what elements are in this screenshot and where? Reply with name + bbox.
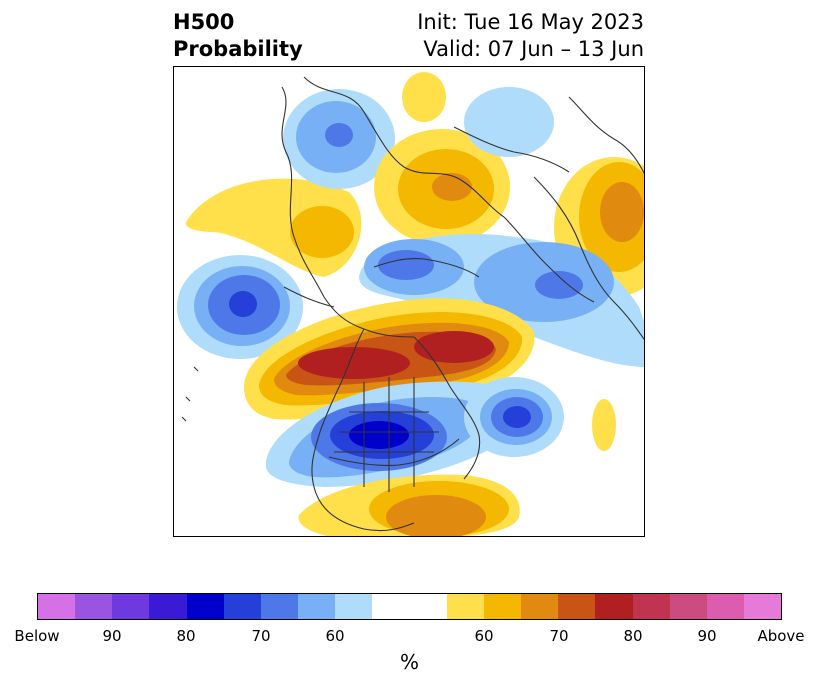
colorbar-segment — [706, 594, 744, 619]
colorbar-segment — [669, 594, 707, 619]
colorbar-segment — [372, 594, 410, 619]
colorbar-tick: 90 — [102, 627, 122, 645]
colorbar-segment — [149, 594, 187, 619]
anomaly-blue-eurasia — [359, 233, 644, 367]
colorbar-segment — [75, 594, 113, 619]
colorbar-unit-label: % — [399, 650, 419, 674]
anomaly-blue-northeast — [464, 87, 554, 157]
colorbar-segment — [558, 594, 596, 619]
colorbar-segment — [186, 594, 224, 619]
colorbar-segment — [223, 594, 261, 619]
colorbar-segment — [38, 594, 76, 619]
colorbar-tick: 60 — [325, 627, 345, 645]
colorbar-segment — [409, 594, 447, 619]
init-date: Init: Tue 16 May 2023 — [417, 10, 644, 34]
colorbar-segment — [521, 594, 559, 619]
map-panel — [173, 66, 645, 537]
colorbar-segment — [632, 594, 670, 619]
probability-map — [174, 72, 644, 536]
colorbar-tick: Above — [757, 627, 805, 645]
colorbar-tick: 70 — [251, 627, 271, 645]
colorbar-tick: 60 — [474, 627, 494, 645]
colorbar-tick: 80 — [623, 627, 643, 645]
valid-range: Valid: 07 Jun – 13 Jun — [423, 37, 644, 61]
colorbar-segment — [335, 594, 373, 619]
forecast-dates: Init: Tue 16 May 2023 Valid: 07 Jun – 13… — [417, 9, 644, 63]
anomaly-yellow-east-small — [592, 399, 616, 451]
colorbar-segment — [743, 594, 782, 619]
colorbar-segment — [112, 594, 150, 619]
title-line-1: H500 — [173, 10, 235, 34]
colorbar-tick: Below — [14, 627, 60, 645]
anomaly-deep-blue-north-america — [265, 381, 525, 487]
colorbar-segment — [298, 594, 336, 619]
colorbar-tick: 70 — [549, 627, 569, 645]
colorbar — [37, 593, 782, 620]
plot-title: H500 Probability — [173, 9, 303, 63]
anomaly-blue-atlantic — [464, 377, 564, 457]
map-edge-gap — [174, 289, 177, 317]
anomaly-orange-arctic — [374, 72, 510, 245]
anomaly-orange-south — [298, 474, 520, 536]
anomaly-blue-west-pacific — [177, 255, 303, 359]
anomaly-blue-north — [283, 89, 395, 189]
title-line-2: Probability — [173, 37, 303, 61]
colorbar-tick: 80 — [176, 627, 196, 645]
colorbar-tick: 90 — [697, 627, 717, 645]
colorbar-segment — [595, 594, 633, 619]
colorbar-segment — [260, 594, 299, 619]
colorbar-segment — [483, 594, 522, 619]
coastlines — [181, 76, 644, 532]
colorbar-segment — [446, 594, 484, 619]
anomaly-yellow-northwest — [185, 178, 362, 277]
